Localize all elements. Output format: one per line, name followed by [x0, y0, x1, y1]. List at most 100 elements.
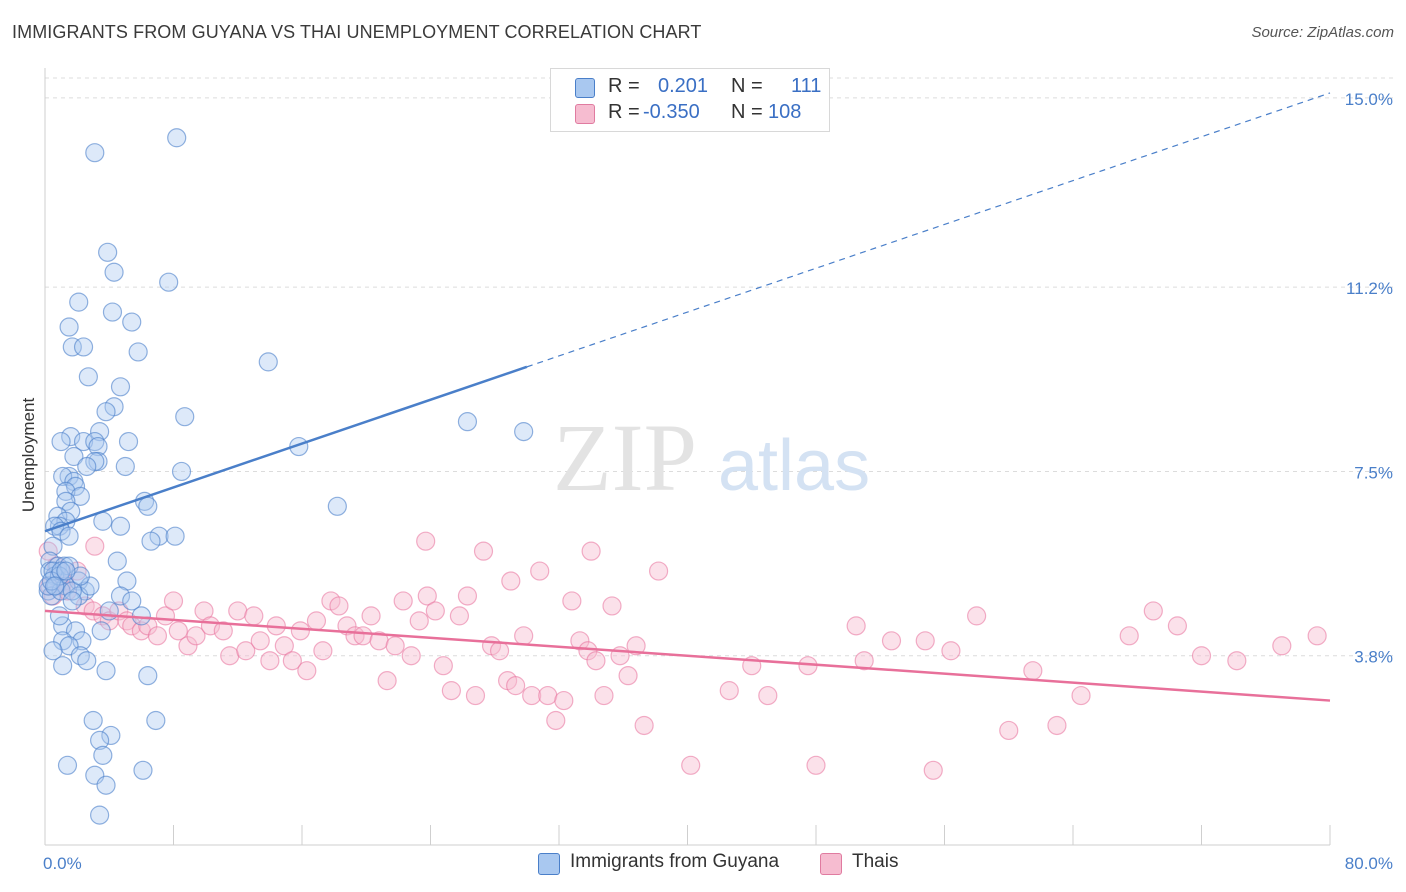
- legend-n-value: 111: [791, 75, 822, 97]
- y-tick-label: 15.0%: [1345, 90, 1393, 109]
- guyana-point: [91, 621, 111, 641]
- thai-point: [602, 596, 622, 616]
- thai-point: [417, 586, 437, 606]
- guyana-point: [62, 337, 82, 357]
- guyana-point: [57, 755, 78, 775]
- correlation-legend: R = 0.201 N = 111 R = -0.350 N = 108: [550, 68, 830, 132]
- guyana-point: [43, 536, 63, 556]
- thai-point: [538, 685, 558, 706]
- thai-point: [806, 755, 826, 775]
- guyana-point: [110, 377, 131, 397]
- thai-point: [416, 531, 436, 551]
- guyana-point: [43, 641, 63, 661]
- guyana-point: [64, 446, 84, 467]
- guyana-point: [98, 242, 118, 262]
- thai-point: [578, 641, 598, 661]
- thai-point: [1047, 715, 1067, 736]
- guyana-point: [73, 337, 94, 357]
- guyana-point: [62, 591, 82, 611]
- guyana-point: [78, 367, 98, 387]
- thai-point: [562, 591, 582, 611]
- guyana-point: [96, 402, 116, 422]
- guyana-point: [457, 412, 478, 432]
- guyana-point: [115, 456, 135, 477]
- guyana-point: [159, 272, 179, 292]
- y-tick-label: 3.8%: [1354, 648, 1393, 667]
- guyana-point: [90, 730, 110, 751]
- guyana-point: [90, 422, 110, 442]
- thai-point: [409, 611, 429, 631]
- guyana-point: [107, 551, 127, 571]
- guyana-point: [59, 317, 79, 337]
- thai-point: [846, 616, 866, 636]
- guyana-point: [514, 422, 534, 442]
- thai-point: [250, 631, 270, 651]
- guyana-point: [133, 760, 153, 780]
- legend-n-label: N =: [731, 101, 763, 123]
- guyana-point: [62, 581, 82, 601]
- chart-source: Source: ZipAtlas.com: [1251, 24, 1394, 41]
- guyana-point: [88, 436, 108, 457]
- thai-point: [393, 591, 413, 611]
- thai-point: [514, 626, 534, 646]
- thai-point: [168, 621, 188, 641]
- thai-point: [1191, 646, 1212, 666]
- guyana-point: [141, 531, 161, 551]
- guyana-point: [99, 601, 119, 621]
- thai-point: [377, 671, 397, 691]
- watermark-atlas: atlas: [718, 426, 870, 506]
- legend-n-value: 108: [768, 101, 802, 123]
- thai-point: [489, 641, 510, 661]
- guyana-point: [65, 476, 86, 497]
- thai-point: [854, 651, 874, 671]
- thai-point: [282, 651, 302, 671]
- thai-point: [220, 646, 240, 666]
- thai-point: [999, 720, 1019, 741]
- thai-point: [506, 676, 526, 696]
- thai-point: [290, 621, 310, 641]
- thai-point: [570, 631, 590, 651]
- thai-point: [274, 636, 294, 656]
- guyana-point: [59, 526, 79, 546]
- guyana-point: [146, 710, 166, 731]
- thai-point: [681, 755, 701, 775]
- bottom-legend-swatch-thai: [820, 853, 842, 875]
- guyana-point: [70, 566, 90, 586]
- bottom-legend-label-thai: Thais: [852, 851, 899, 872]
- thai-point: [648, 561, 669, 581]
- thai-point: [1307, 626, 1327, 646]
- thai-point: [449, 606, 470, 626]
- guyana-point: [138, 666, 158, 686]
- guyana-point: [104, 262, 124, 282]
- guyana-point: [138, 496, 158, 516]
- thai-point: [473, 541, 494, 561]
- guyana-point: [53, 631, 73, 651]
- thai-point: [941, 641, 961, 661]
- guyana-point: [80, 576, 100, 596]
- guyana-point: [70, 646, 90, 666]
- x-tick-label: 80.0%: [1345, 854, 1393, 873]
- thai-point: [967, 606, 987, 626]
- legend-swatch-guyana: [575, 78, 595, 98]
- guyana-trend-extension: [526, 92, 1331, 368]
- thai-point: [186, 626, 206, 646]
- thai-point: [626, 636, 646, 656]
- thai-point: [581, 541, 601, 561]
- guyana-point: [56, 561, 76, 581]
- guyana-trend-line: [44, 365, 528, 533]
- thai-point: [586, 651, 606, 671]
- thai-point: [530, 561, 550, 581]
- guyana-point: [61, 501, 81, 521]
- thai-point: [385, 636, 405, 656]
- x-tick-label: 0.0%: [43, 854, 82, 873]
- thai-point: [228, 601, 248, 621]
- legend-r-label: R =: [608, 101, 640, 123]
- tick-labels: 3.8% 7.5% 11.2% 15.0% 0.0% 80.0%: [43, 90, 1393, 873]
- guyana-point: [49, 606, 70, 626]
- thai-point: [425, 601, 445, 621]
- thai-point: [306, 611, 327, 631]
- thai-point: [1071, 685, 1091, 706]
- thai-point: [457, 586, 478, 606]
- thai-point: [1167, 616, 1188, 636]
- guyana-point: [327, 496, 347, 516]
